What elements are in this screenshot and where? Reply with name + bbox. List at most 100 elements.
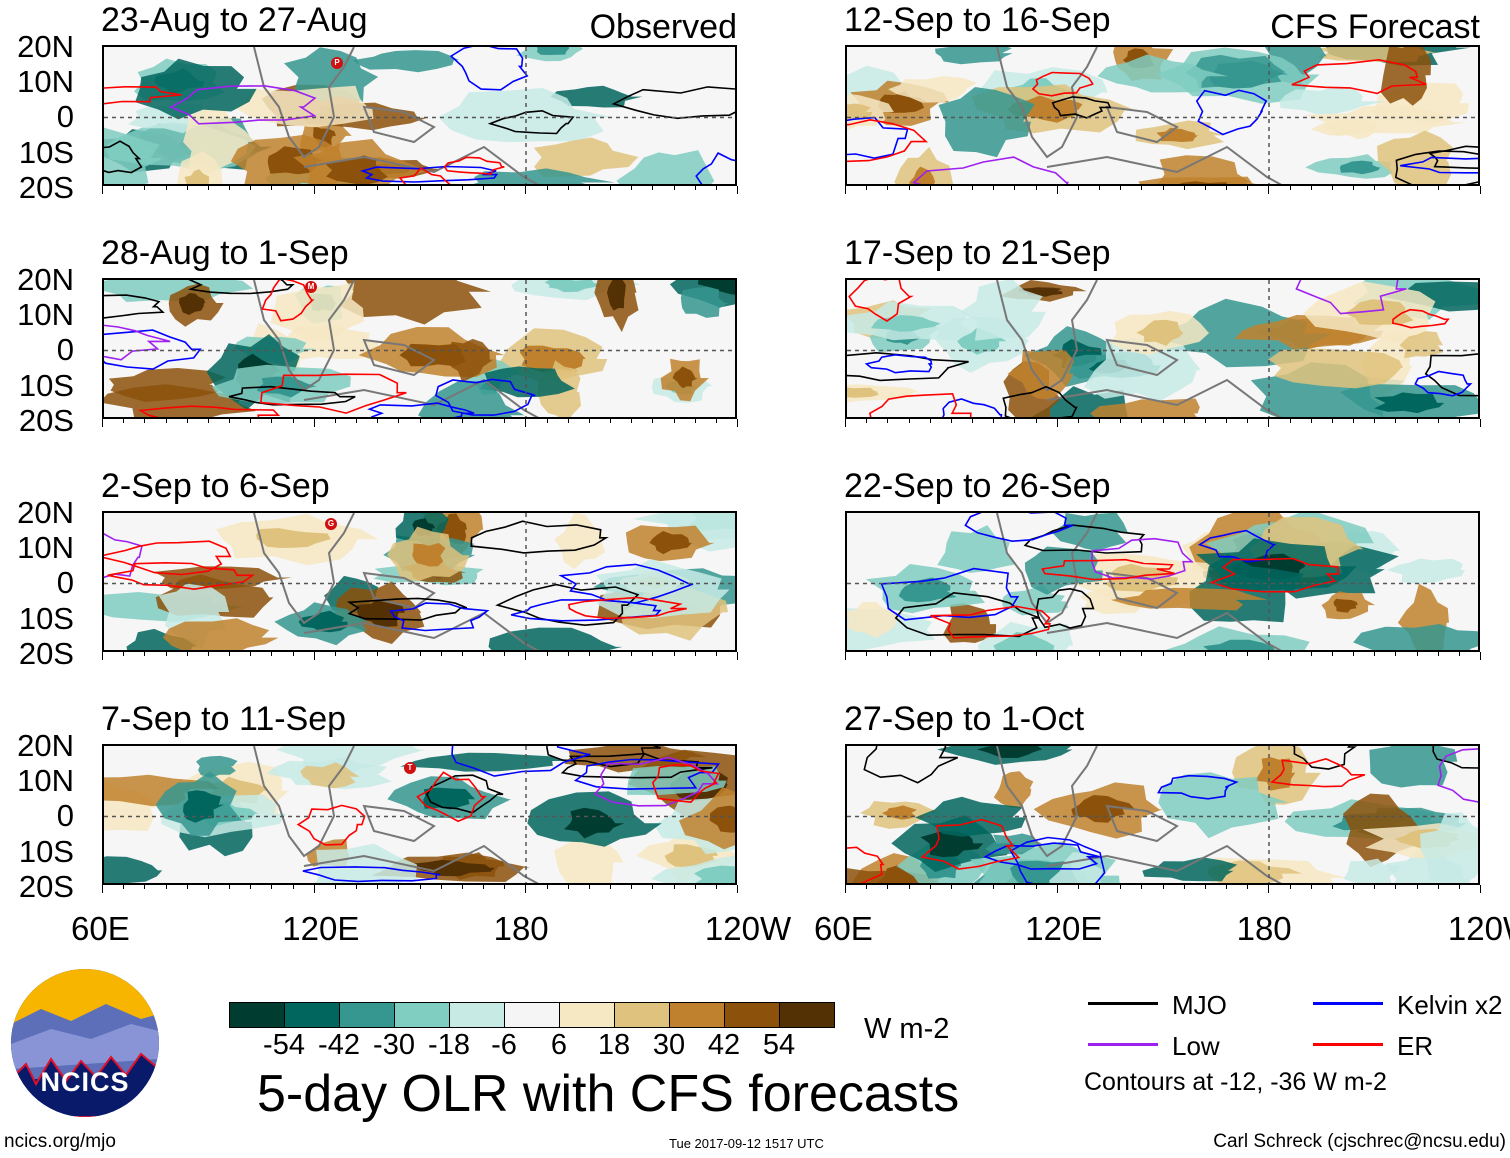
contour-kelvin	[367, 402, 475, 417]
tick-mark	[313, 652, 315, 660]
contour-er	[1031, 71, 1094, 97]
colorbar-units: W m-2	[864, 1013, 950, 1045]
contour-er	[651, 763, 720, 803]
tick-mark	[1458, 652, 1460, 656]
tick-mark	[483, 419, 484, 423]
tick-mark	[1077, 186, 1079, 190]
panel-title: 7-Sep to 11-Sep	[101, 700, 347, 738]
tick-mark	[525, 186, 527, 194]
tick-mark	[993, 419, 995, 423]
tick-mark	[1035, 652, 1037, 656]
olr-anomaly-map	[847, 513, 1478, 650]
colorbar-label: 30	[652, 1029, 686, 1061]
olr-shading	[270, 282, 365, 340]
ncics-logo: NCICS	[11, 969, 159, 1117]
contour-er	[443, 156, 505, 175]
olr-shading	[888, 76, 978, 103]
tick-mark	[715, 419, 717, 423]
tick-mark	[1374, 186, 1376, 190]
contour-mjo	[1292, 746, 1358, 770]
tick-mark	[1162, 652, 1164, 656]
tick-mark	[1014, 652, 1016, 656]
olr-map-panel: G	[102, 511, 737, 652]
storm-label: T	[407, 763, 413, 772]
coastline	[253, 280, 539, 417]
tick-mark	[972, 885, 973, 889]
olr-shading	[1268, 348, 1403, 389]
tick-mark	[165, 885, 167, 889]
tick-mark	[1374, 419, 1376, 423]
olr-shading	[1386, 558, 1466, 585]
tick-mark	[123, 885, 125, 889]
contour-er	[848, 280, 914, 322]
tick-mark	[866, 652, 868, 656]
tick-mark	[1162, 186, 1164, 190]
contour-kelvin	[389, 602, 490, 632]
olr-shading	[300, 762, 360, 789]
tick-mark	[102, 885, 103, 893]
tick-mark	[1247, 885, 1249, 889]
olr-map-panel: T	[102, 744, 737, 885]
contour-kelvin	[964, 513, 1074, 543]
olr-anomaly-map	[104, 513, 735, 650]
tick-mark	[1289, 885, 1291, 889]
olr-shading	[325, 155, 388, 184]
olr-shading	[1399, 331, 1444, 359]
contour-er	[104, 540, 232, 576]
tick-mark	[652, 652, 654, 656]
footer-timestamp: Tue 2017-09-12 1517 UTC	[669, 1136, 824, 1151]
contour-kelvin	[1414, 370, 1473, 397]
forecast-label: CFS Forecast	[1270, 8, 1480, 46]
contour-er	[107, 561, 255, 591]
contour-mjo	[1432, 746, 1478, 769]
colorbar-swatch	[395, 1003, 450, 1027]
tick-mark	[737, 419, 738, 427]
tick-mark	[1268, 652, 1270, 660]
tick-mark	[1120, 419, 1122, 423]
lat-label: 10S	[18, 367, 74, 403]
colorbar-label: -42	[318, 1029, 360, 1061]
storm-marker-icon: P	[331, 57, 343, 69]
tick-mark	[929, 652, 931, 656]
olr-shading	[616, 150, 715, 184]
panel-title: 23-Aug to 27-Aug	[101, 1, 368, 39]
coastline	[253, 47, 539, 184]
storm-marker-icon: G	[325, 518, 337, 530]
contour-low	[1436, 748, 1478, 803]
panel-title: 17-Sep to 21-Sep	[844, 234, 1111, 272]
colorbar-swatch	[450, 1003, 505, 1027]
tick-mark	[144, 885, 146, 889]
footer-url[interactable]: ncics.org/mjo	[4, 1131, 116, 1152]
tick-mark	[866, 186, 868, 190]
olr-shading	[847, 387, 879, 398]
olr-shading	[1255, 757, 1296, 791]
tick-mark	[673, 419, 675, 423]
tick-mark	[631, 652, 633, 656]
contour-mjo	[346, 597, 468, 621]
tick-mark	[271, 885, 273, 889]
contour-kelvin	[449, 47, 529, 91]
tick-mark	[567, 652, 569, 656]
colorbar-label: 18	[597, 1029, 631, 1061]
tick-mark	[186, 885, 188, 889]
tick-mark	[292, 652, 294, 656]
contour-er	[1391, 308, 1450, 329]
footer-credit: Carl Schreck (cjschrec@ncsu.edu)	[1213, 1131, 1506, 1152]
tick-mark	[1014, 419, 1016, 423]
olr-shading	[256, 376, 317, 398]
lat-label: 20S	[18, 402, 74, 438]
tick-mark	[694, 652, 696, 656]
tick-mark	[419, 186, 421, 190]
tick-mark	[1056, 885, 1058, 893]
tick-mark	[1141, 885, 1143, 889]
contour-er	[868, 392, 972, 417]
olr-shading	[960, 280, 1046, 341]
tick-mark	[929, 885, 931, 889]
olr-shading	[1007, 349, 1075, 400]
contour-er	[1041, 558, 1175, 581]
tick-mark	[1204, 652, 1206, 656]
tick-mark	[461, 652, 463, 656]
tick-mark	[1353, 419, 1354, 423]
lon-label: 60E	[814, 910, 873, 947]
olr-shading	[1333, 598, 1358, 613]
